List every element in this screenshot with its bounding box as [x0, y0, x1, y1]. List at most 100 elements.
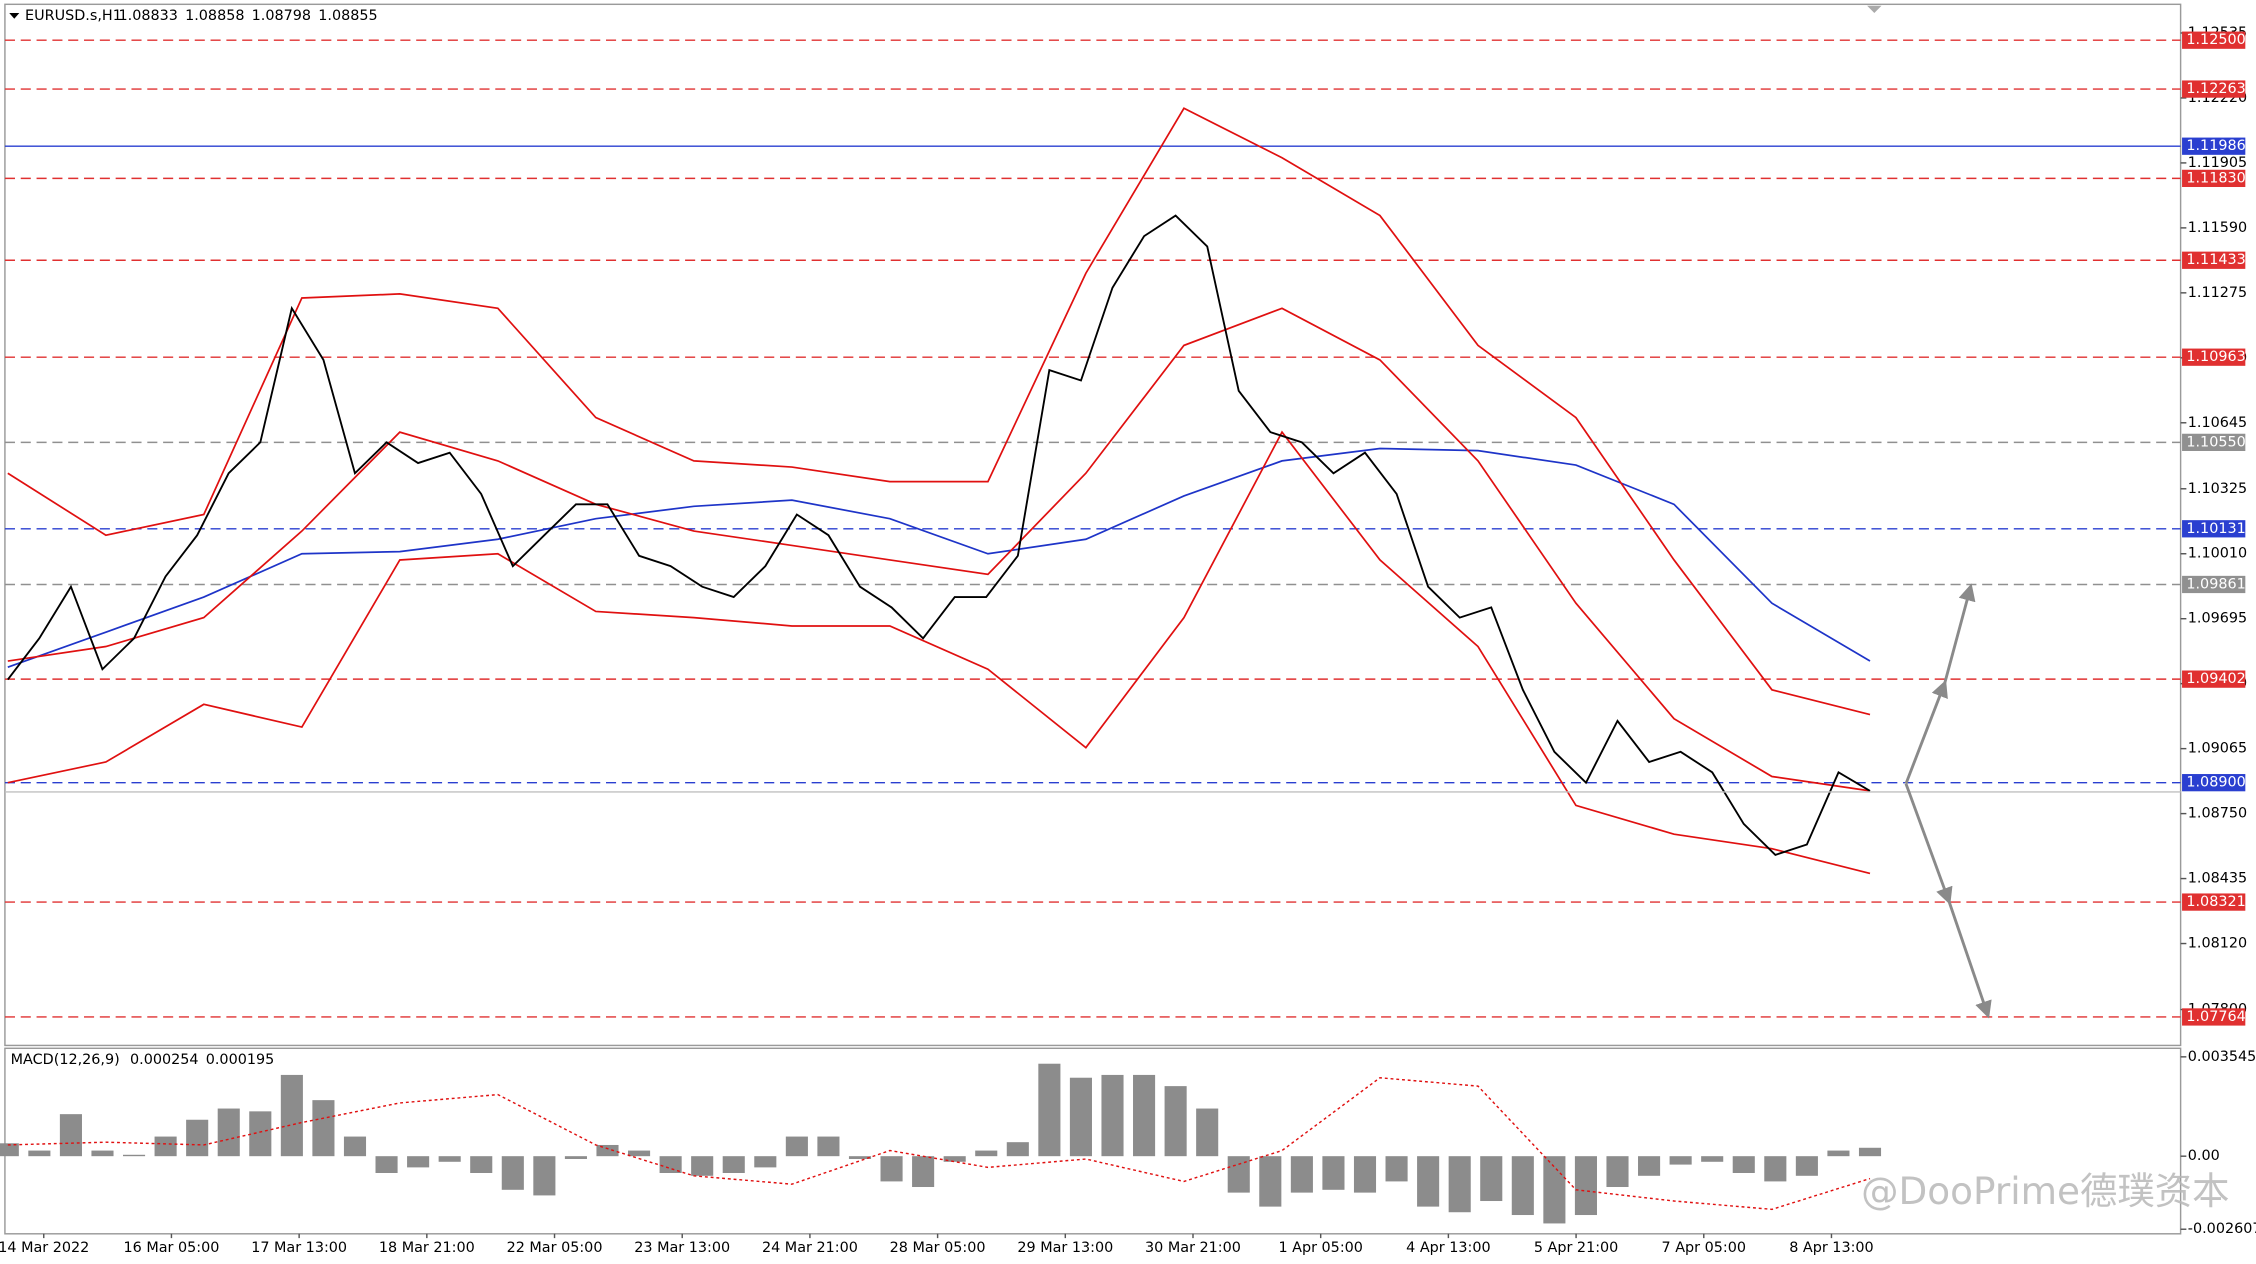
level-tag — [2182, 774, 2246, 792]
y-tick-label: 1.10010 — [2188, 546, 2247, 562]
level-tag — [2182, 348, 2246, 366]
value: 0.000254 — [130, 1052, 199, 1068]
level-label: 1.10550 — [2186, 434, 2245, 450]
macd-bar — [912, 1156, 935, 1188]
macd-bar — [1385, 1156, 1408, 1182]
y-tick-label: 1.08435 — [2188, 871, 2247, 887]
x-tick-label: 24 Mar 21:00 — [762, 1240, 858, 1256]
macd-bar — [154, 1136, 177, 1157]
macd-bar — [91, 1150, 114, 1157]
level-label: 1.08321 — [2186, 894, 2245, 910]
level-label: 1.10131 — [2186, 521, 2245, 537]
macd-bar — [628, 1150, 651, 1157]
value: 1.08833 — [119, 8, 178, 24]
macd-bar — [754, 1156, 777, 1168]
macd-bar — [1133, 1074, 1156, 1157]
macd-bar — [533, 1156, 556, 1196]
price-line — [7, 214, 1871, 856]
macd-bar — [785, 1136, 808, 1157]
macd-bar — [975, 1150, 998, 1157]
macd-bar — [59, 1114, 82, 1157]
macd-bar — [1196, 1108, 1219, 1157]
x-tick-label: 8 Apr 13:00 — [1789, 1240, 1873, 1256]
macd-bar — [375, 1156, 398, 1173]
level-label: 1.11433 — [2186, 252, 2245, 268]
y-tick-label: 0.00 — [2188, 1148, 2220, 1164]
level-label: 1.10963 — [2186, 349, 2245, 365]
level-label: 1.12263 — [2186, 81, 2245, 97]
y-tick-label: 1.08750 — [2188, 806, 2247, 822]
y-tick-label: 1.11275 — [2188, 285, 2247, 301]
level-label: 1.09402 — [2186, 671, 2245, 687]
macd-bar — [722, 1156, 745, 1173]
x-tick-label: 18 Mar 21:00 — [379, 1240, 475, 1256]
macd-bar — [407, 1156, 430, 1168]
macd-bar — [280, 1074, 303, 1157]
x-tick-label: 30 Mar 21:00 — [1145, 1240, 1241, 1256]
macd-bar — [343, 1136, 367, 1157]
level-tag — [2182, 251, 2246, 269]
value: 1.08798 — [252, 8, 311, 24]
macd-bar — [1164, 1086, 1187, 1157]
macd-bar — [249, 1111, 272, 1157]
level-label: 1.09861 — [2186, 576, 2245, 592]
level-label: 1.12500 — [2186, 32, 2245, 48]
macd-bar — [1101, 1074, 1124, 1157]
level-tag — [2182, 169, 2246, 188]
level-tag — [2182, 520, 2246, 538]
macd-bar — [1574, 1156, 1597, 1216]
macd-bar — [1480, 1156, 1503, 1202]
macd-bar — [438, 1156, 461, 1162]
x-tick-label: 29 Mar 13:00 — [1017, 1240, 1113, 1256]
macd-bar — [0, 1143, 19, 1157]
macd-bar — [880, 1156, 903, 1182]
macd-bar — [1732, 1156, 1755, 1173]
macd-bar — [28, 1150, 51, 1157]
main-panel — [4, 3, 2182, 1047]
macd-bar — [848, 1156, 872, 1159]
projection-arrows — [1904, 583, 1992, 1019]
macd-bar — [1322, 1156, 1345, 1190]
x-tick-label: 7 Apr 05:00 — [1662, 1240, 1746, 1256]
value: 0.000195 — [206, 1052, 275, 1068]
macd-bar — [659, 1156, 682, 1173]
level-tag — [2182, 31, 2246, 49]
level-tag — [2182, 80, 2246, 98]
macd-bar — [501, 1156, 524, 1190]
macd-bar — [596, 1144, 619, 1157]
macd-bar — [217, 1108, 240, 1157]
level-tag — [2182, 575, 2246, 594]
x-tick-label: 28 Mar 05:00 — [890, 1240, 986, 1256]
y-tick-label: 1.11590 — [2188, 220, 2247, 236]
macd-bar — [1259, 1156, 1282, 1207]
macd-bar — [312, 1100, 335, 1157]
y-tick-label: 1.11905 — [2188, 155, 2247, 171]
arrow — [1943, 583, 1976, 684]
level-tag — [2182, 670, 2246, 688]
macd-bar — [1038, 1063, 1061, 1157]
y-tick-label: 1.10645 — [2188, 415, 2247, 431]
y-tick-label: 0.003545 — [2188, 1049, 2256, 1065]
value: 1.08858 — [185, 8, 244, 24]
macd-bar — [186, 1119, 209, 1157]
macd-bar — [817, 1136, 840, 1157]
x-tick-label: 4 Apr 13:00 — [1406, 1240, 1491, 1256]
level-label: 1.07764 — [2186, 1009, 2245, 1025]
macd-bar — [1448, 1156, 1471, 1213]
macd-bar — [1858, 1147, 1882, 1157]
level-tag — [2182, 433, 2246, 452]
price-line — [7, 430, 1871, 875]
macd-bar — [123, 1154, 146, 1157]
x-tick-label: 17 Mar 13:00 — [251, 1240, 347, 1256]
value: 1.08855 — [318, 8, 377, 24]
y-tick-label: 1.09065 — [2188, 741, 2247, 757]
y-tick-label: 1.09695 — [2188, 611, 2247, 627]
macd-bar — [1417, 1156, 1440, 1207]
signal-line — [7, 1077, 1871, 1211]
y-tick-label: 1.08120 — [2188, 936, 2247, 952]
menu-triangle[interactable] — [9, 12, 20, 19]
x-tick-label: 16 Mar 05:00 — [124, 1240, 220, 1256]
x-tick-label: 14 Mar 2022 — [0, 1240, 89, 1256]
